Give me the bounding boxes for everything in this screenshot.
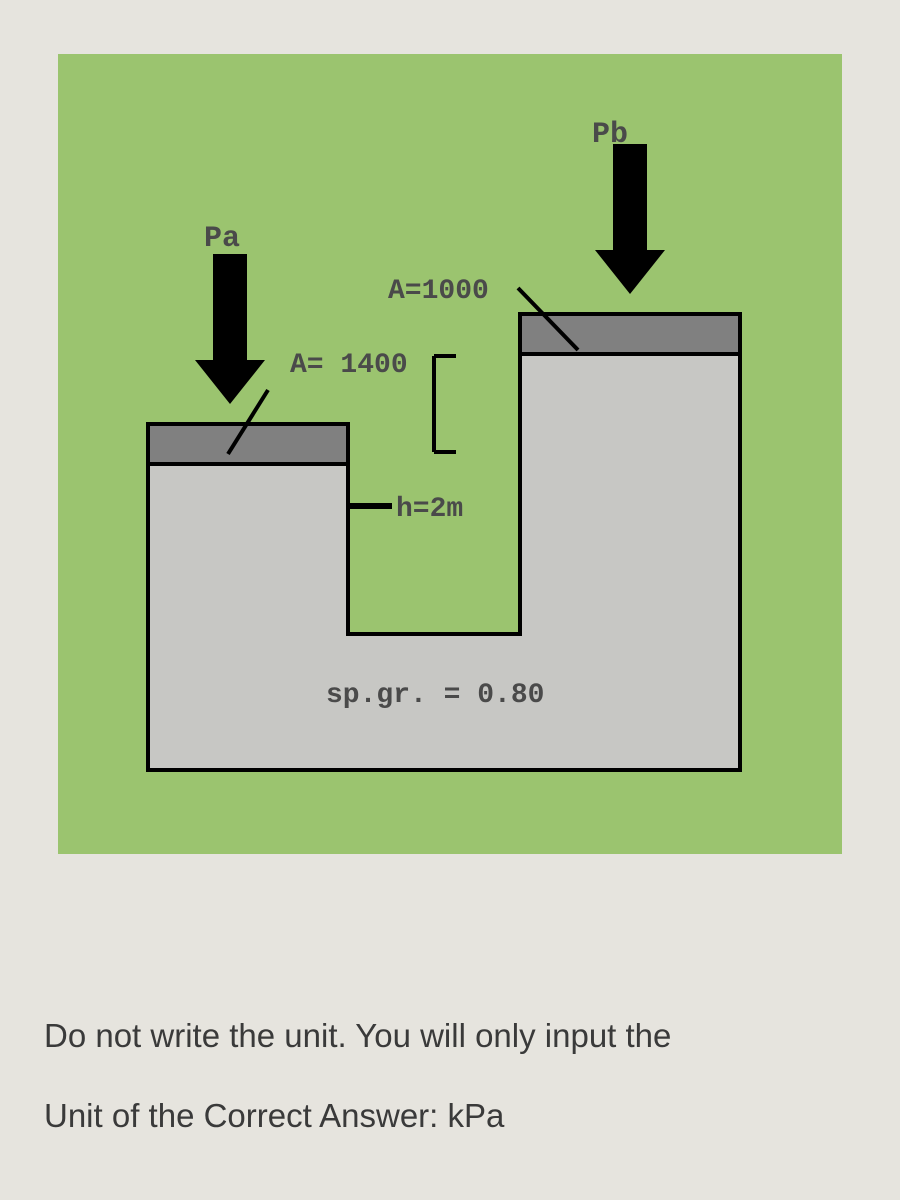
- label-h: h=2m: [396, 494, 463, 525]
- diagram-svg: [58, 54, 842, 854]
- left-piston: [148, 424, 348, 464]
- label-a-right: A=1000: [388, 276, 489, 307]
- instruction-line-2: Unit of the Correct Answer: kPa: [44, 1090, 900, 1143]
- right-piston: [520, 314, 740, 354]
- pb-arrow: [595, 144, 665, 294]
- pa-arrow: [195, 254, 265, 404]
- h-bracket: [434, 356, 456, 452]
- page: Pa Pb A= 1400 A=1000 h=2m sp.gr. = 0.80 …: [0, 0, 900, 1200]
- diagram-panel: Pa Pb A= 1400 A=1000 h=2m sp.gr. = 0.80: [58, 54, 842, 854]
- label-pa: Pa: [204, 222, 240, 256]
- instruction-line-1: Do not write the unit. You will only inp…: [44, 1010, 900, 1063]
- label-spgr: sp.gr. = 0.80: [326, 680, 544, 711]
- label-a-left: A= 1400: [290, 350, 408, 381]
- label-pb: Pb: [592, 118, 628, 152]
